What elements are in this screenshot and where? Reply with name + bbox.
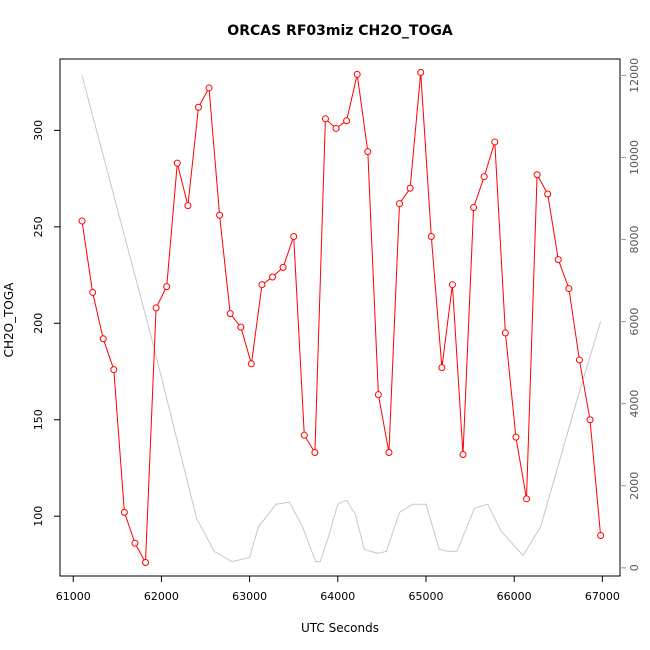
secondary-series-line: [81, 75, 602, 563]
data-point: [385, 449, 393, 457]
data-point: [279, 263, 287, 271]
data-point: [99, 335, 107, 343]
x-tick-label: 63000: [232, 590, 267, 603]
data-point: [512, 433, 520, 441]
data-point: [480, 173, 488, 181]
data-point: [89, 288, 97, 296]
data-point: [78, 217, 86, 225]
data-point: [142, 558, 150, 566]
data-point: [152, 304, 160, 312]
ch2o-series-line: [81, 72, 602, 565]
data-point: [163, 283, 171, 291]
data-point: [353, 70, 361, 78]
y-axis-left: 100 150 200 250 300: [32, 120, 60, 527]
data-point: [205, 84, 213, 92]
data-point: [311, 449, 319, 457]
data-point: [269, 273, 277, 281]
data-point: [184, 202, 192, 210]
data-point: [470, 204, 478, 212]
data-point: [533, 171, 541, 179]
x-tick-label: 66000: [497, 590, 532, 603]
y2-tick-label: 6000: [628, 308, 641, 336]
y2-tick-label: 8000: [628, 226, 641, 254]
data-point: [374, 391, 382, 399]
data-point: [406, 184, 414, 192]
data-point: [290, 232, 298, 240]
data-point: [247, 360, 255, 368]
chart-title: ORCAS RF03miz CH2O_TOGA: [227, 23, 453, 39]
data-point: [110, 366, 118, 374]
y2-tick-label: 10000: [628, 140, 641, 175]
x-tick-label: 67000: [585, 590, 620, 603]
x-tick-label: 65000: [408, 590, 443, 603]
data-point: [586, 416, 594, 424]
data-point: [173, 159, 181, 167]
y-tick-label: 200: [32, 313, 45, 334]
y-axis-right: 0 2000 4000 6000 8000 10000 12000: [620, 58, 641, 571]
x-tick-label: 64000: [320, 590, 355, 603]
y-tick-label: 100: [32, 506, 45, 527]
data-point: [237, 323, 245, 331]
data-point: [575, 356, 583, 364]
data-point: [131, 539, 139, 547]
y-tick-label: 150: [32, 409, 45, 430]
data-point: [554, 256, 562, 264]
data-point: [448, 281, 456, 289]
y2-tick-label: 2000: [628, 472, 641, 500]
y-tick-label: 250: [32, 216, 45, 237]
plot-frame: [59, 58, 621, 577]
y-tick-label: 300: [32, 120, 45, 141]
data-point: [300, 431, 308, 439]
data-point: [321, 115, 329, 123]
x-tick-label: 62000: [144, 590, 179, 603]
data-point: [459, 450, 467, 458]
data-point: [364, 148, 372, 156]
data-point: [417, 69, 425, 77]
data-point: [194, 103, 202, 111]
data-point: [501, 329, 509, 337]
y2-tick-label: 0: [628, 564, 641, 571]
data-point: [396, 200, 404, 208]
data-point: [438, 364, 446, 372]
series-layer: [78, 69, 605, 566]
x-axis: 61000 62000 63000 64000 65000 66000 67000: [56, 576, 620, 603]
data-point: [332, 124, 340, 132]
y2-tick-label: 12000: [628, 58, 641, 93]
data-point: [491, 138, 499, 146]
data-point: [120, 508, 128, 516]
data-point: [544, 190, 552, 198]
data-point: [427, 232, 435, 240]
data-point: [597, 531, 605, 539]
y-axis-label: CH2O_TOGA: [2, 282, 16, 358]
x-axis-label: UTC Seconds: [301, 621, 379, 635]
data-point: [523, 495, 531, 503]
data-point: [343, 117, 351, 125]
data-point: [565, 285, 573, 293]
data-point: [216, 211, 224, 219]
y2-tick-label: 4000: [628, 390, 641, 418]
data-point: [258, 281, 266, 289]
x-tick-label: 61000: [56, 590, 91, 603]
data-point: [226, 310, 234, 318]
